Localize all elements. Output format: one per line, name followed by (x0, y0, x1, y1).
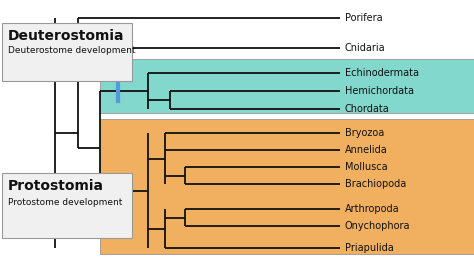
Text: Deuterostome development: Deuterostome development (8, 46, 136, 55)
Bar (100, 59, 474, 113)
Text: Onychophora: Onychophora (345, 221, 410, 231)
Text: Protostomia: Protostomia (8, 179, 104, 193)
Bar (2, 23, 132, 81)
Text: Chordata: Chordata (345, 104, 390, 114)
Text: Brachiopoda: Brachiopoda (345, 179, 406, 189)
Text: Porifera: Porifera (345, 13, 383, 23)
Text: Arthropoda: Arthropoda (345, 204, 400, 214)
Text: Echinodermata: Echinodermata (345, 68, 419, 78)
Bar (100, 119, 474, 254)
Text: Protostome development: Protostome development (8, 198, 122, 207)
Text: Bryozoa: Bryozoa (345, 128, 384, 138)
Text: Cnidaria: Cnidaria (345, 43, 386, 53)
Text: Priapulida: Priapulida (345, 243, 394, 253)
Text: Annelida: Annelida (345, 145, 388, 155)
Text: Mollusca: Mollusca (345, 162, 388, 172)
Text: Deuterostomia: Deuterostomia (8, 29, 125, 43)
Text: Hemichordata: Hemichordata (345, 86, 414, 96)
Bar (2, 173, 132, 238)
